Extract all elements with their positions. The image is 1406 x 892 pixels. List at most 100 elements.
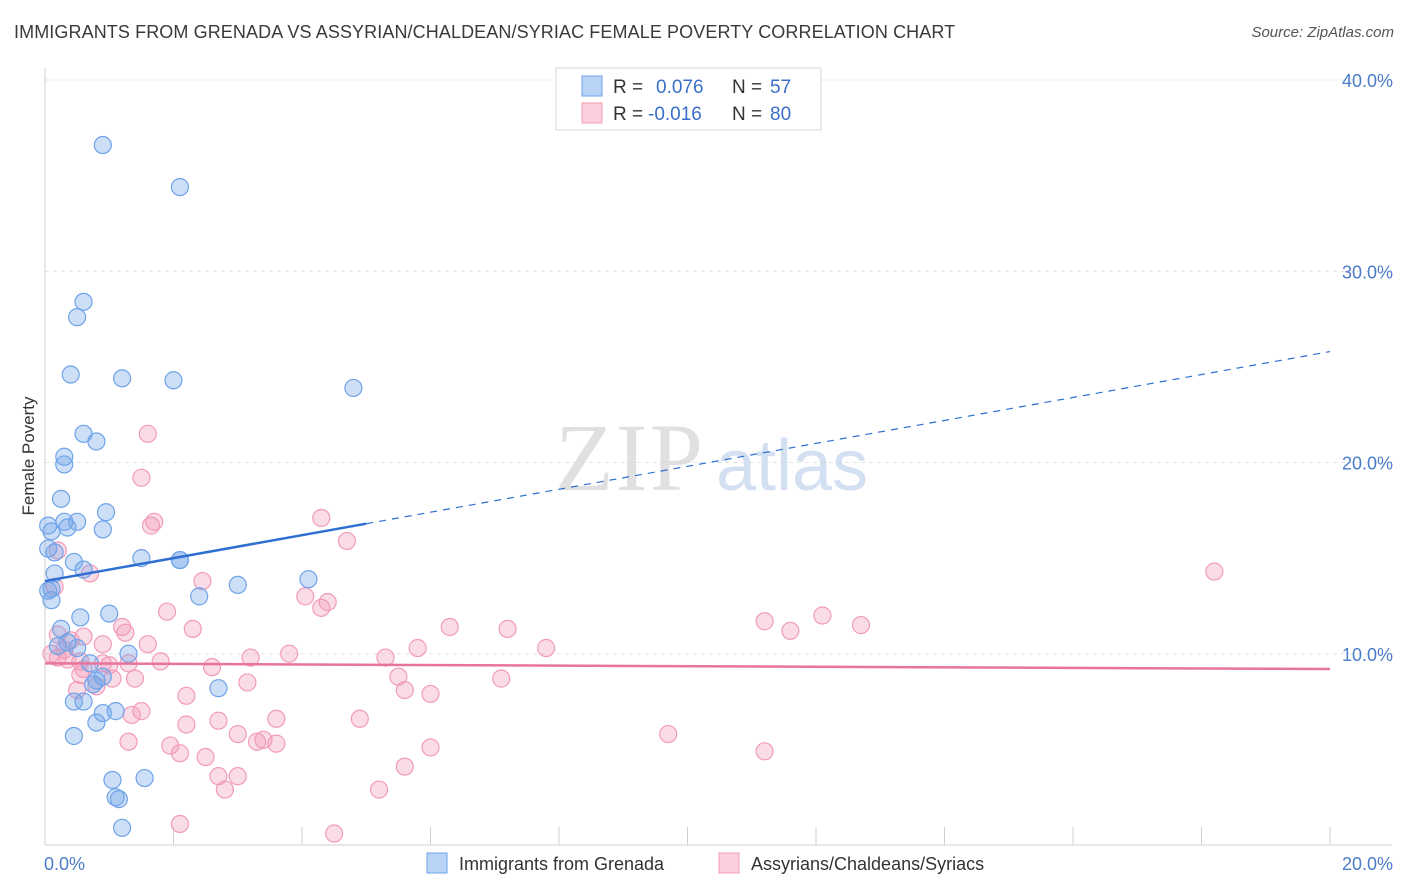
grenada-point-56 (39, 581, 58, 600)
assyrian-point-54 (267, 709, 286, 728)
grenada-point-0 (93, 135, 112, 155)
assyrian-point-37 (151, 652, 170, 671)
assyrian-point-23 (116, 623, 135, 642)
x-tick-labels: 0.0% 20.0% (44, 854, 1393, 874)
grenada-point-7 (344, 378, 363, 398)
grenada-point-43 (84, 675, 103, 694)
grenada-point-36 (58, 633, 77, 652)
assyrian-point-46 (492, 669, 511, 688)
bottom-legend-swatch-grenada (426, 852, 448, 874)
assyrian-point-8 (193, 571, 212, 591)
grenada-point-15 (68, 512, 87, 531)
assyrian-point-16 (813, 606, 832, 625)
assyrian-point-18 (851, 615, 871, 635)
assyrian-point-65 (421, 738, 440, 757)
assyrian-point-66 (170, 744, 190, 763)
grenada-point-30 (228, 575, 247, 595)
grenada-point-12 (51, 489, 71, 508)
assyrian-point-1 (132, 468, 151, 487)
grenada-point-34 (100, 604, 119, 623)
grenada-point-37 (68, 638, 87, 658)
assyrian-point-69 (395, 757, 414, 776)
grenada-point-16 (58, 518, 77, 537)
grenada-point-19 (42, 522, 61, 541)
assyrian-point-63 (267, 734, 286, 753)
trend-line-grenada (44, 522, 367, 583)
assyrian-point-5 (337, 531, 357, 551)
legend-r-label-grenada: R = (613, 77, 648, 98)
assyrian-point-2 (312, 508, 331, 528)
grenada-point-44 (209, 679, 228, 698)
assyrian-point-40 (202, 658, 222, 677)
assyrian-point-78 (100, 656, 119, 675)
assyrian-point-67 (196, 747, 215, 767)
legend-n-label-assyrian: N = (732, 104, 767, 125)
grenada-point-23 (64, 552, 84, 572)
series-assyrian-points (42, 424, 1224, 843)
assyrian-point-58 (228, 724, 247, 744)
y-tick-label-0: 10.0% (1342, 645, 1393, 665)
legend-n-label-grenada: N = (732, 77, 767, 98)
legend-r-value-assyrian: -0.016 (648, 104, 702, 125)
grenada-point-46 (74, 692, 93, 711)
grenada-point-25 (170, 550, 190, 570)
assyrian-point-48 (421, 684, 440, 704)
y-tick-label-1: 20.0% (1342, 454, 1393, 474)
assyrian-point-26 (93, 635, 112, 654)
assyrian-point-49 (177, 686, 196, 705)
grenada-point-49 (87, 713, 106, 732)
bottom-legend-label-grenada: Immigrants from Grenada (459, 854, 665, 874)
x-minor-ticks (173, 827, 1331, 845)
assyrian-point-47 (395, 680, 414, 700)
trend-line-assyrian (44, 662, 1331, 671)
assyrian-point-14 (1205, 562, 1224, 581)
y-axis-label: Female Poverty (19, 396, 38, 516)
grenada-point-10 (55, 447, 74, 466)
assyrian-point-22 (112, 617, 132, 637)
grenada-point-4 (61, 365, 80, 384)
grenada-point-31 (299, 570, 318, 589)
grenada-point-13 (96, 503, 116, 522)
assyrian-point-4 (141, 516, 161, 535)
grenada-point-29 (42, 591, 61, 610)
source-credit: Source: ZipAtlas.com (1251, 24, 1394, 41)
assyrian-point-61 (247, 732, 267, 751)
bottom-legend-label-assyrian: Assyrians/Chaldeans/Syriacs (751, 854, 984, 874)
grenada-point-6 (164, 371, 183, 390)
assyrian-point-35 (376, 648, 395, 667)
assyrian-point-72 (215, 780, 234, 799)
assyrian-point-15 (755, 612, 774, 631)
assyrian-point-60 (119, 732, 138, 751)
assyrian-point-0 (138, 424, 157, 443)
assyrian-point-28 (408, 638, 427, 658)
assyrian-point-29 (537, 638, 556, 658)
trend-lines (44, 350, 1331, 671)
grenada-point-55 (112, 818, 132, 837)
assyrian-point-53 (122, 705, 141, 725)
grenada-point-1 (170, 178, 190, 197)
legend-n-value-assyrian: 80 (770, 104, 791, 125)
legend-r-value-grenada: 0.076 (656, 77, 704, 98)
grenada-point-2 (74, 292, 93, 311)
assyrian-point-51 (87, 677, 106, 696)
assyrian-point-68 (755, 742, 774, 761)
assyrian-point-27 (138, 635, 157, 654)
grenada-point-11 (55, 455, 74, 474)
assyrian-point-73 (370, 780, 389, 799)
legend-r-label-assyrian: R = (613, 104, 648, 125)
assyrian-point-43 (125, 669, 145, 688)
assyrian-point-59 (659, 724, 678, 744)
grenada-point-54 (109, 789, 128, 809)
assyrian-point-45 (238, 673, 257, 692)
grenada-point-50 (64, 726, 84, 746)
assyrian-point-21 (183, 619, 202, 638)
grenada-point-5 (112, 369, 132, 388)
legend-swatch-grenada (581, 75, 603, 97)
grenada-point-18 (39, 516, 58, 535)
y-tick-label-2: 30.0% (1342, 262, 1393, 282)
grenada-point-17 (93, 520, 112, 539)
assyrian-point-34 (241, 648, 260, 667)
assyrian-point-57 (177, 715, 196, 734)
y-tick-label-3: 40.0% (1342, 71, 1393, 91)
